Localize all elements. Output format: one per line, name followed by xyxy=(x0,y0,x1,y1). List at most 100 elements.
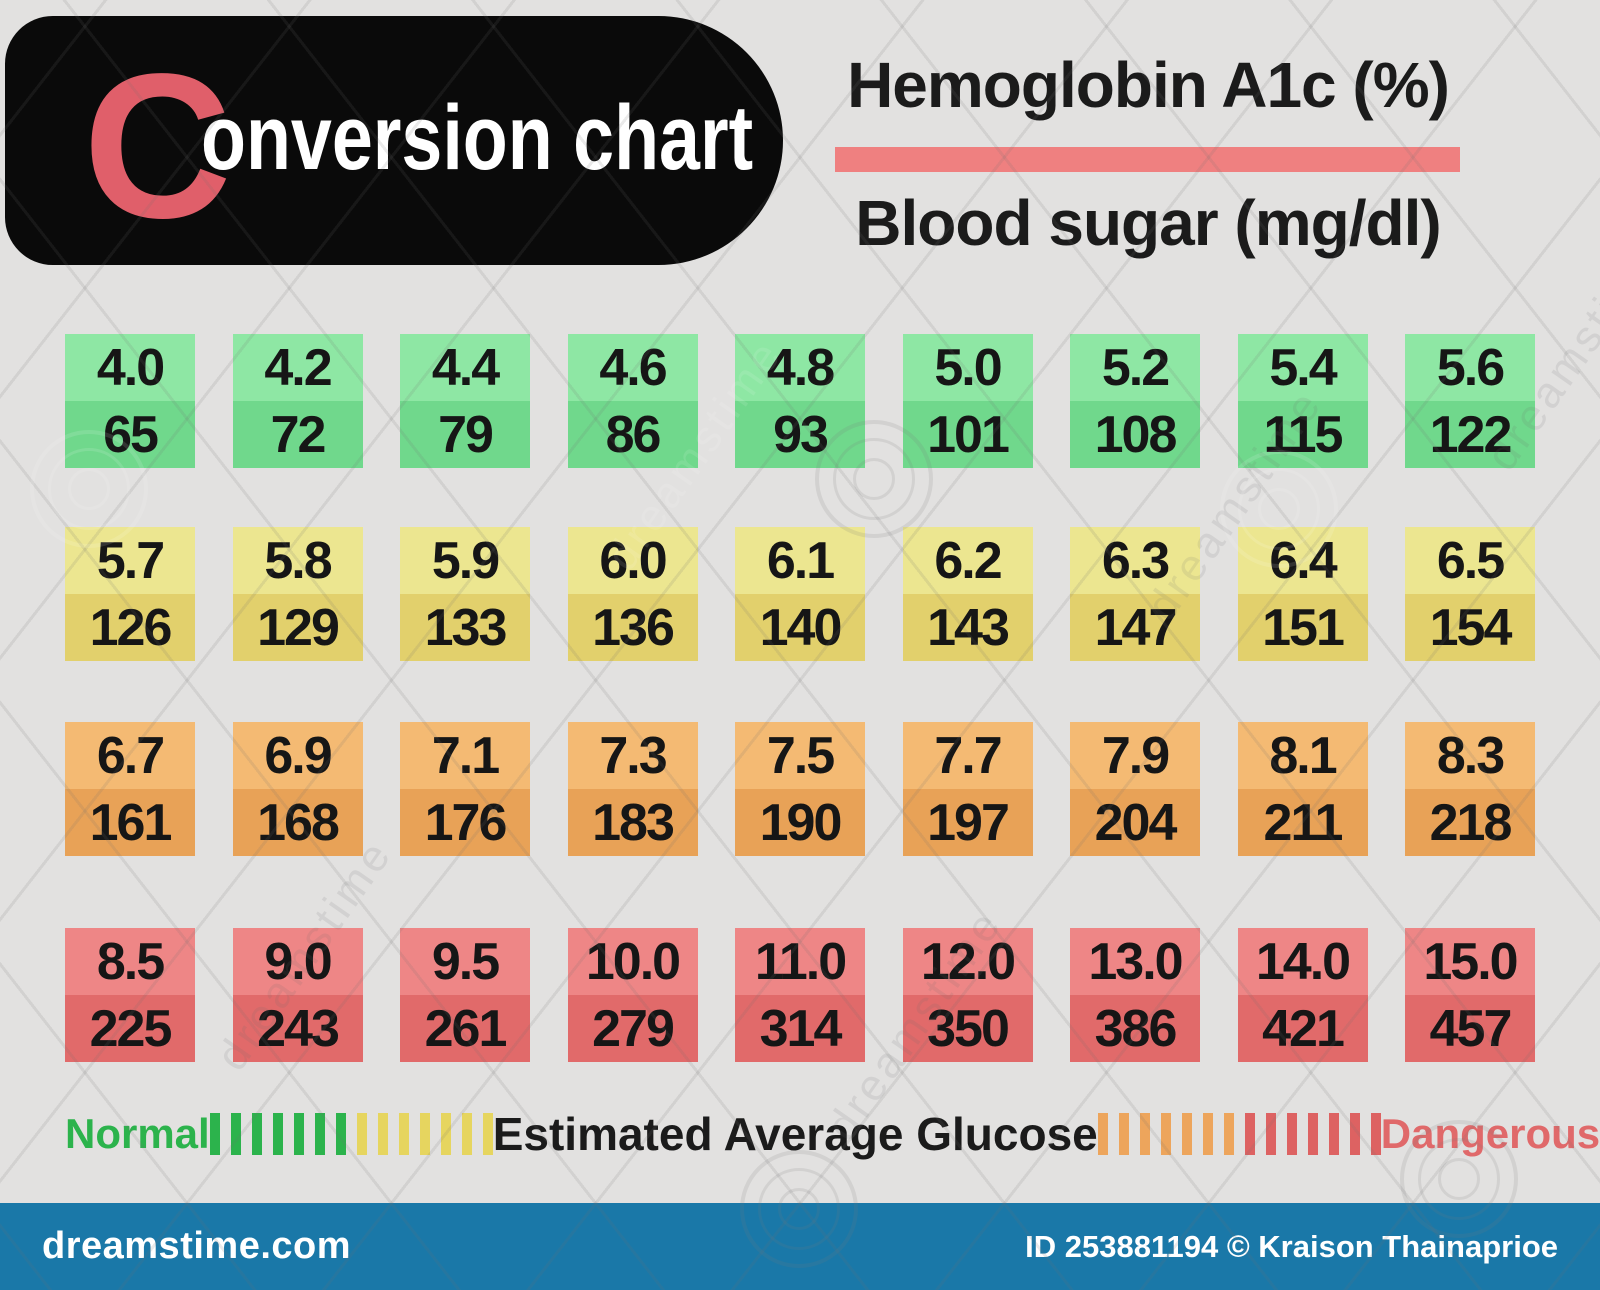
conversion-cell: 5.7 126 xyxy=(65,527,195,661)
scale-tick xyxy=(272,1113,283,1155)
conversion-row-elevated: 5.7 126 5.8 129 5.9 133 6.0 136 6.1 140 6.2 143 6.3 1… xyxy=(65,527,1535,661)
watermark-footer: dreamstime.com ID 253881194 © Kraison Th… xyxy=(0,1203,1600,1290)
glucose-value: 197 xyxy=(902,789,1033,856)
scale-tick xyxy=(482,1113,493,1155)
a1c-value: 7.7 xyxy=(902,722,1033,789)
legend: Normal Estimated Average Glucose Dangero… xyxy=(65,1106,1600,1162)
scale-tick xyxy=(440,1113,451,1155)
conversion-cell: 5.8 129 xyxy=(232,527,363,661)
glucose-value: 161 xyxy=(65,789,195,856)
site-name: dreamstime.com xyxy=(42,1225,352,1267)
scale-tick xyxy=(419,1113,430,1155)
scale-tick xyxy=(1097,1113,1108,1155)
conversion-cell: 7.5 190 xyxy=(735,722,865,856)
glucose-value: 151 xyxy=(1237,594,1368,661)
conversion-cell: 4.2 72 xyxy=(232,334,363,468)
conversion-cell: 6.7 161 xyxy=(65,722,195,856)
conversion-row-high: 6.7 161 6.9 168 7.1 176 7.3 183 7.5 190 7.7 197 7.9 2… xyxy=(65,722,1535,856)
a1c-value: 6.4 xyxy=(1237,527,1368,594)
scale-tick xyxy=(1244,1113,1255,1155)
scale-tick xyxy=(1265,1113,1276,1155)
glucose-value: 101 xyxy=(902,401,1033,468)
a1c-value: 12.0 xyxy=(902,928,1033,995)
a1c-value: 7.3 xyxy=(567,722,698,789)
a1c-value: 6.5 xyxy=(1405,527,1535,594)
a1c-value: 5.7 xyxy=(65,527,195,594)
conversion-cell: 4.8 93 xyxy=(735,334,865,468)
scale-tick xyxy=(398,1113,409,1155)
conversion-cell: 6.4 151 xyxy=(1237,527,1368,661)
scale-tick xyxy=(1181,1113,1192,1155)
scale-tick xyxy=(1139,1113,1150,1155)
a1c-value: 4.8 xyxy=(735,334,865,401)
glucose-value: 126 xyxy=(65,594,195,661)
glucose-value: 457 xyxy=(1405,995,1535,1062)
a1c-value: 8.1 xyxy=(1237,722,1368,789)
conversion-cell: 7.9 204 xyxy=(1070,722,1200,856)
glucose-value: 122 xyxy=(1405,401,1535,468)
scale-tick xyxy=(1370,1113,1381,1155)
conversion-cell: 7.1 176 xyxy=(400,722,530,856)
glucose-value: 115 xyxy=(1237,401,1368,468)
a1c-value: 6.7 xyxy=(65,722,195,789)
glucose-value: 183 xyxy=(567,789,698,856)
glucose-value: 147 xyxy=(1070,594,1200,661)
scale-tick xyxy=(1349,1113,1360,1155)
conversion-grid: 4.0 65 4.2 72 4.4 79 4.6 86 4.8 93 5.0 101 5.2 108 5.4… xyxy=(65,0,1535,1100)
glucose-value: 190 xyxy=(735,789,865,856)
scale-tick xyxy=(1328,1113,1339,1155)
a1c-value: 14.0 xyxy=(1237,928,1368,995)
a1c-value: 7.1 xyxy=(400,722,530,789)
scale-tick xyxy=(1223,1113,1234,1155)
scale-tick xyxy=(335,1113,346,1155)
a1c-value: 8.3 xyxy=(1405,722,1535,789)
scale-tick xyxy=(1160,1113,1171,1155)
conversion-cell: 6.0 136 xyxy=(567,527,698,661)
glucose-value: 204 xyxy=(1070,789,1200,856)
glucose-value: 176 xyxy=(400,789,530,856)
glucose-value: 261 xyxy=(400,995,530,1062)
scale-tick xyxy=(314,1113,325,1155)
glucose-value: 86 xyxy=(567,401,698,468)
conversion-cell: 13.0 386 xyxy=(1070,928,1200,1062)
glucose-value: 133 xyxy=(400,594,530,661)
glucose-value: 225 xyxy=(65,995,195,1062)
scale-tick xyxy=(461,1113,472,1155)
conversion-cell: 4.6 86 xyxy=(567,334,698,468)
a1c-value: 8.5 xyxy=(65,928,195,995)
conversion-cell: 5.9 133 xyxy=(400,527,530,661)
a1c-value: 7.9 xyxy=(1070,722,1200,789)
scale-tick xyxy=(209,1113,220,1155)
glucose-value: 421 xyxy=(1237,995,1368,1062)
glucose-value: 108 xyxy=(1070,401,1200,468)
header-divider xyxy=(835,147,1460,172)
a1c-value: 4.0 xyxy=(65,334,195,401)
a1c-value: 6.2 xyxy=(902,527,1033,594)
a1c-value: 6.0 xyxy=(567,527,698,594)
a1c-value: 6.3 xyxy=(1070,527,1200,594)
conversion-cell: 8.3 218 xyxy=(1405,722,1535,856)
a1c-value: 11.0 xyxy=(735,928,865,995)
conversion-cell: 8.5 225 xyxy=(65,928,195,1062)
glucose-value: 72 xyxy=(232,401,363,468)
glucose-value: 350 xyxy=(902,995,1033,1062)
conversion-cell: 6.9 168 xyxy=(232,722,363,856)
glucose-value: 243 xyxy=(232,995,363,1062)
glucose-value: 143 xyxy=(902,594,1033,661)
conversion-cell: 11.0 314 xyxy=(735,928,865,1062)
legend-label-center: Estimated Average Glucose xyxy=(492,1108,1098,1160)
conversion-cell: 7.3 183 xyxy=(567,722,698,856)
scale-tick xyxy=(230,1113,241,1155)
title-banner: C onversion chart xyxy=(5,16,783,265)
conversion-cell: 6.1 140 xyxy=(735,527,865,661)
legend-label-normal: Normal xyxy=(65,1110,210,1157)
a1c-value: 9.0 xyxy=(232,928,363,995)
glucose-value: 218 xyxy=(1405,789,1535,856)
a1c-value: 5.9 xyxy=(400,527,530,594)
scale-tick xyxy=(293,1113,304,1155)
conversion-cell: 4.4 79 xyxy=(400,334,530,468)
glucose-value: 154 xyxy=(1405,594,1535,661)
conversion-cell: 14.0 421 xyxy=(1237,928,1368,1062)
glucose-header: Blood sugar (mg/dl) xyxy=(855,187,1441,259)
